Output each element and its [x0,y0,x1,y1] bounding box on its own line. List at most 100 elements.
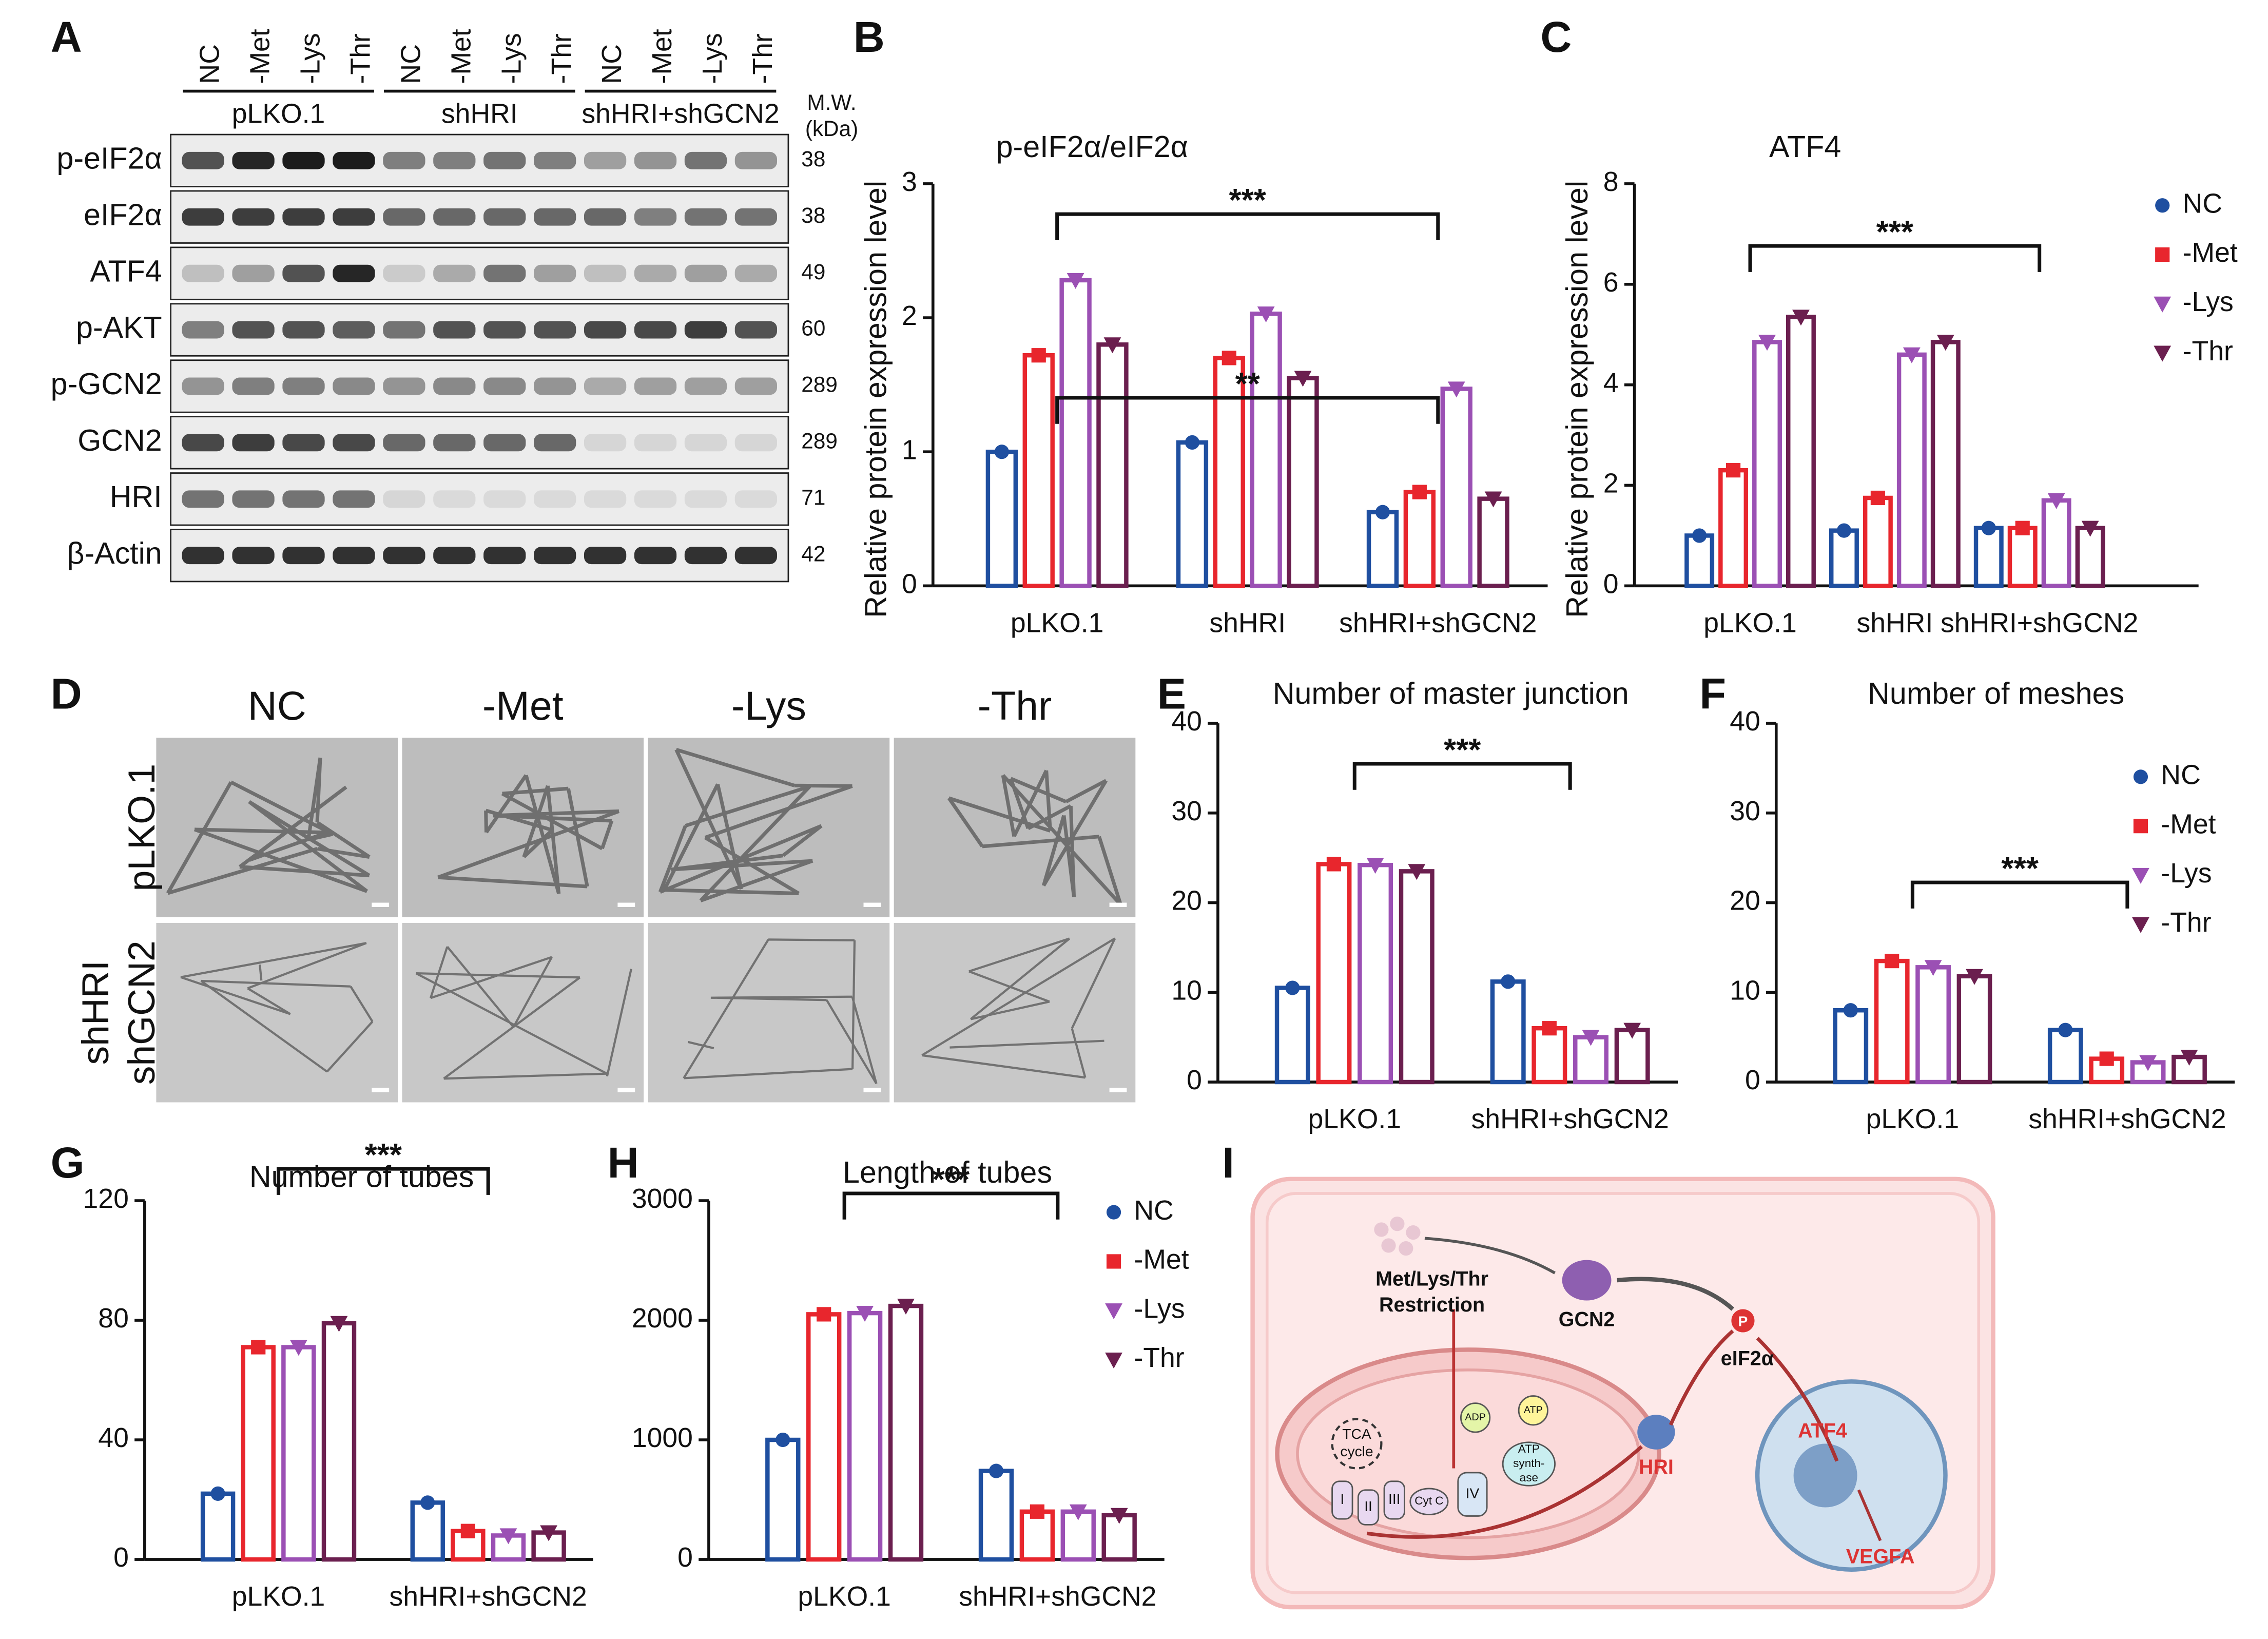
blot-mw: 289 [801,429,838,453]
bar [806,1312,842,1562]
cell-network [658,748,853,902]
bar-mean-marker [988,1463,1004,1478]
blot-band [333,377,375,395]
diagram-label: ATP [1518,1442,1540,1455]
blot-band [182,490,224,508]
bar-mean-marker [897,1299,915,1315]
bar-mean-marker [2015,520,2030,535]
blot-band [584,151,627,169]
complex [1457,1472,1488,1517]
bar-mean-marker [1836,523,1852,538]
blot-band [684,208,727,226]
legend-marker [2154,345,2172,362]
panel-label: C [1540,12,1572,61]
bar-mean-marker [776,1432,790,1448]
blot-band [182,547,224,565]
nucleolus [1793,1443,1857,1508]
blot-band [333,547,375,565]
blot-band [232,547,275,565]
blot-band [282,490,325,508]
chart-title: Number of meshes [1868,676,2124,710]
blot-band [634,377,677,395]
bar [1896,352,1927,588]
lane-label: -Lys [496,33,527,84]
blot-band [534,547,576,565]
blot-band [634,321,677,339]
significance-bracket [1055,396,1440,424]
y-tick-label: 8 [1603,167,1619,197]
y-tick-label: 1000 [632,1423,693,1453]
y-tick-label: 0 [1603,569,1619,600]
bar-mean-marker [1726,463,1741,478]
bar-mean-marker [1185,435,1200,450]
bar [1287,376,1319,588]
scale-bar [617,1088,635,1092]
blot-row-label: HRI [110,479,162,514]
x-tick-label: shHRI [1856,608,1933,639]
bar [1019,1509,1055,1562]
lane-label: -Met [446,29,476,84]
blot-band [534,490,576,508]
hri-protein [1637,1415,1675,1450]
bar [1477,496,1509,588]
legend-label: -Lys [2161,858,2212,889]
bar-mean-marker [1936,335,1954,351]
micrograph [894,738,1136,917]
bar [1833,1008,1869,1085]
bar [1532,1026,1567,1085]
bar-mean-marker [1623,1023,1641,1039]
bar-mean-marker [540,1525,558,1541]
blot-band [684,377,727,395]
blot-band [383,547,425,565]
blot-row-label: GCN2 [77,423,162,457]
bar [1956,974,1992,1085]
significance-bracket [1055,212,1440,240]
blot-band [534,377,576,395]
blot-band [433,547,476,565]
legend-label: NC [1134,1195,1174,1226]
cell-network [683,938,878,1085]
panel-label: I [1222,1138,1234,1187]
diagram-label: Restriction [1379,1294,1485,1316]
scale-bar [1109,902,1127,907]
diagram-label: eIF2α [1721,1347,1774,1370]
y-tick-label: 10 [1730,975,1760,1006]
blot-band [282,377,325,395]
blot-band [383,321,425,339]
phospho-dot [1731,1309,1755,1333]
blot-strip [170,359,789,413]
complex [1409,1488,1449,1516]
legend-label: -Thr [2161,908,2211,938]
blot-band [483,490,526,508]
group-label: shHRI+shGCN2 [581,99,779,129]
diagram-label: Met/Lys/Thr [1375,1268,1488,1290]
y-tick-label: 0 [1187,1065,1202,1095]
bar [1829,528,1859,588]
blot-band [584,377,627,395]
bar-mean-marker [2081,520,2099,537]
y-tick-label: 10 [1171,975,1202,1006]
blot-band [433,490,476,508]
bar-mean-marker [1843,1003,1858,1018]
cell-network [921,937,1116,1079]
blot-band [383,377,425,395]
bar-mean-marker [1758,335,1776,351]
blot-band [734,151,778,169]
blot-band [734,547,778,565]
micrograph [156,923,398,1103]
bar [1863,495,1893,588]
diagram-label: synth- [1513,1457,1544,1470]
blot-band [433,434,476,452]
blot-band [333,151,375,169]
bar-mean-marker [2058,1023,2073,1037]
legend-marker [1105,1353,1122,1368]
x-tick-label: pLKO.1 [798,1582,891,1612]
blot-band [684,434,727,452]
blot-band [584,321,627,339]
diagram-label: ATF4 [1798,1419,1847,1442]
bar [1752,340,1782,588]
micrograph-row-label: shGCN2 [121,940,163,1085]
group-label: pLKO.1 [232,99,325,129]
bar-mean-marker [289,1340,307,1356]
y-tick-label: 80 [98,1303,129,1334]
